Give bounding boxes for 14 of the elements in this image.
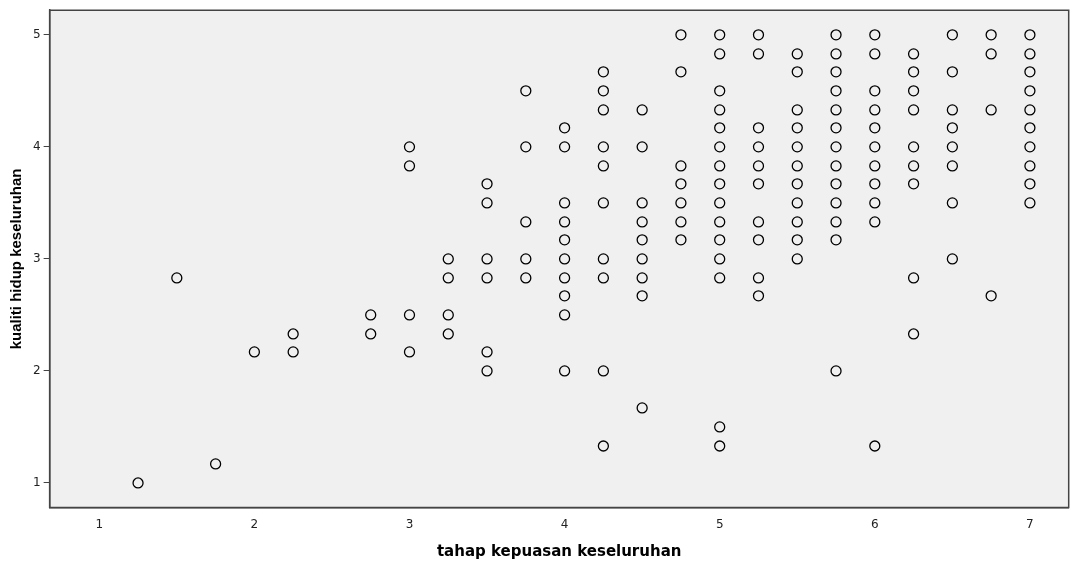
y-tick-label: 2 xyxy=(32,363,41,378)
x-tick-label: 1 xyxy=(95,516,104,531)
y-tick-label: 3 xyxy=(32,251,41,266)
y-tick-label: 5 xyxy=(32,26,41,41)
x-tick-label: 7 xyxy=(1026,516,1034,531)
x-tick-label: 6 xyxy=(870,516,879,531)
x-tick-label: 2 xyxy=(250,516,259,531)
x-tick-label: 5 xyxy=(715,516,724,531)
x-tick-label: 4 xyxy=(560,516,569,531)
y-axis-title: kualiti hidup keseluruhan xyxy=(7,168,25,350)
x-tick-label: 3 xyxy=(405,516,414,531)
y-tick-label: 4 xyxy=(32,139,41,153)
y-tick-label: 1 xyxy=(32,475,41,490)
x-axis-title: tahap kepuasan keseluruhan xyxy=(436,541,682,560)
